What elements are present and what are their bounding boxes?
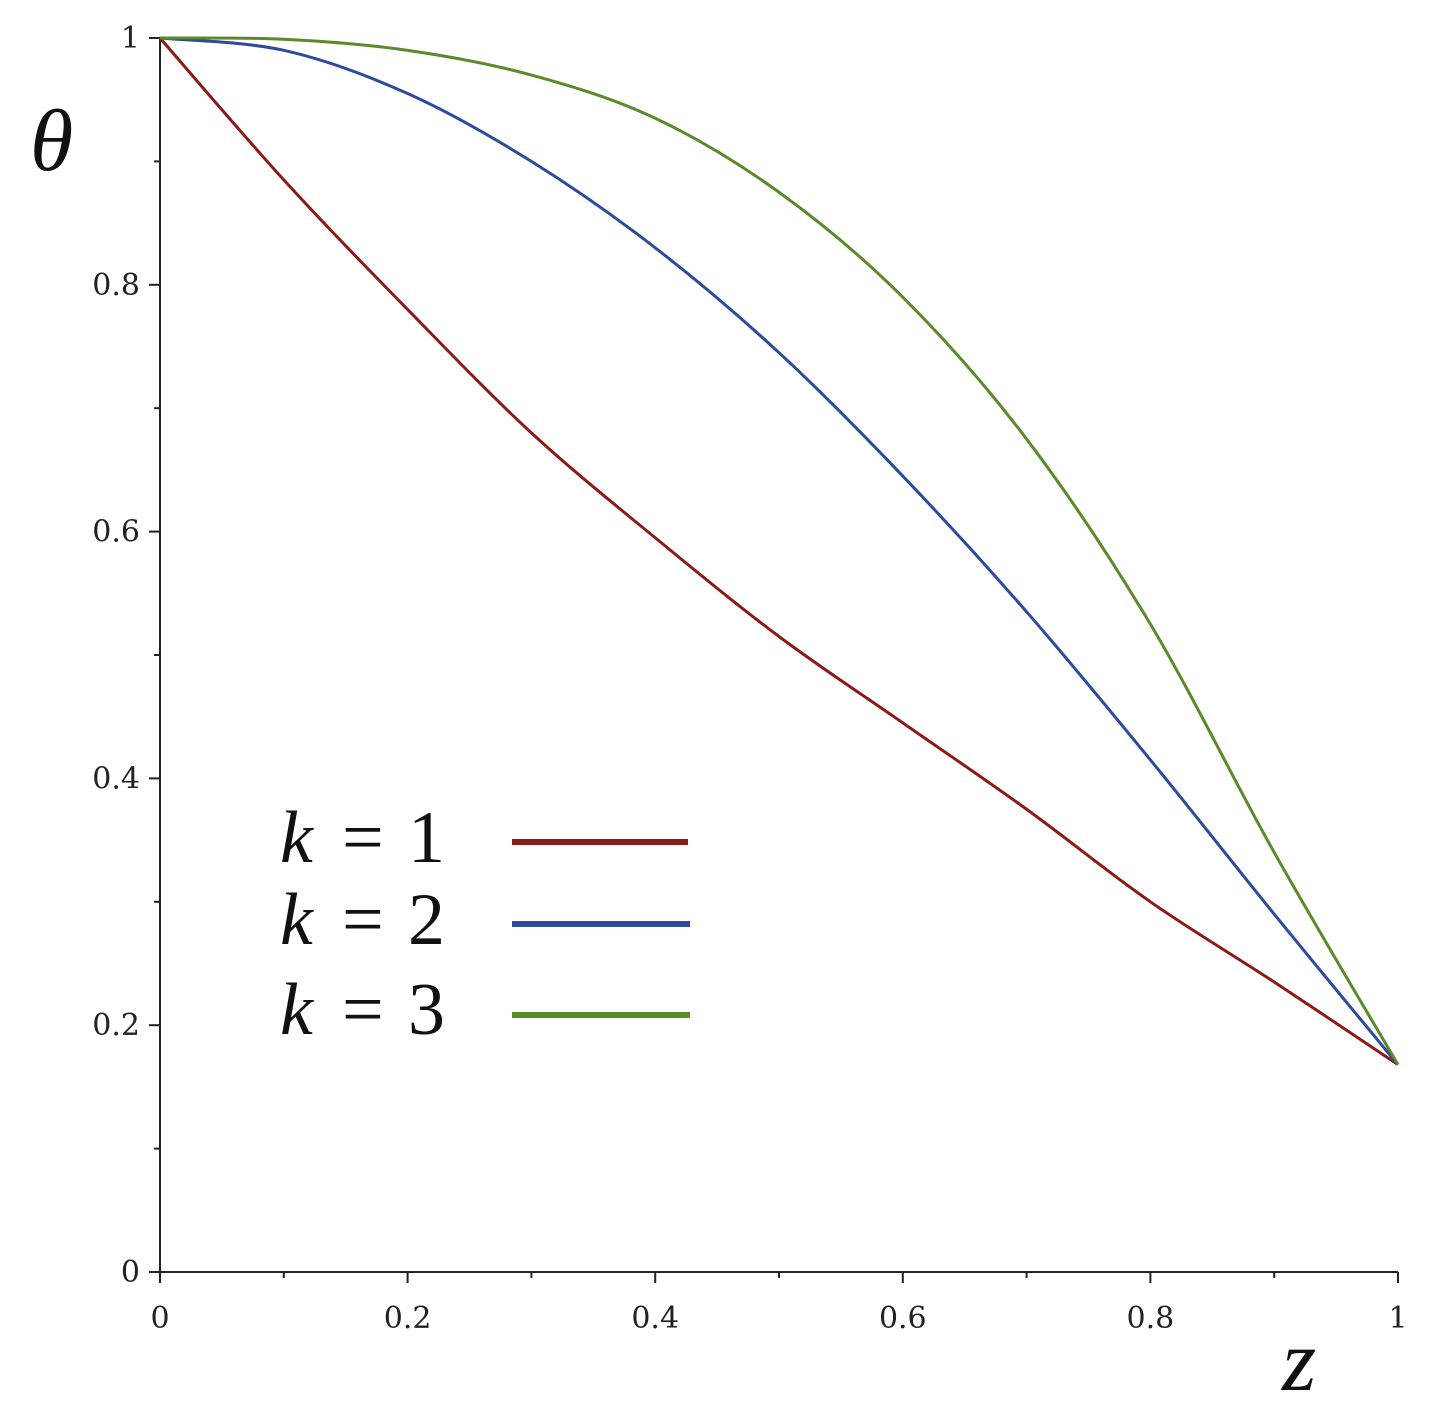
legend-equals-3: = [342,969,384,1051]
axis-ticks: 0 0.2 0.4 0.6 0.8 1 0 0.2 0.4 0.6 0.8 1 [92,21,1407,1336]
x-axis-title: z [1281,1313,1316,1410]
x-tick-label-0: 0 [150,1301,169,1336]
legend-k-3: k [280,969,314,1051]
legend-entry-3: k = 3 [280,969,690,1051]
x-tick-label-4: 0.8 [1127,1301,1175,1336]
legend-value-3: 3 [408,969,445,1051]
legend-entry-1: k = 1 [280,797,688,879]
axes [159,38,1398,1273]
y-tick-label-5: 1 [121,21,140,56]
y-tick-label-3: 0.6 [92,515,140,550]
x-tick-label-2: 0.4 [631,1301,679,1336]
legend-k-1: k [280,797,314,879]
x-tick-label-5: 1 [1388,1301,1407,1336]
legend-equals-1: = [342,797,384,879]
legend-entry-2: k = 2 [280,879,690,961]
series-line-k1 [158,37,1399,1066]
y-tick-label-1: 0.2 [92,1008,140,1043]
x-tick-label-3: 0.6 [879,1301,927,1336]
legend-k-2: k [280,879,314,961]
legend-equals-2: = [342,879,384,961]
legend-value-2: 2 [408,879,445,961]
series-line-k3 [159,36,1400,1066]
y-axis-title: θ [30,93,73,190]
legend-value-1: 1 [408,797,445,879]
series-lines [158,36,1400,1066]
x-tick-label-1: 0.2 [384,1301,432,1336]
y-tick-label-4: 0.8 [92,268,140,303]
y-tick-label-2: 0.4 [92,761,140,796]
legend: k = 1 k = 2 k = 3 [280,797,690,1051]
series-line-k2 [159,36,1400,1066]
y-tick-label-0: 0 [121,1255,140,1290]
